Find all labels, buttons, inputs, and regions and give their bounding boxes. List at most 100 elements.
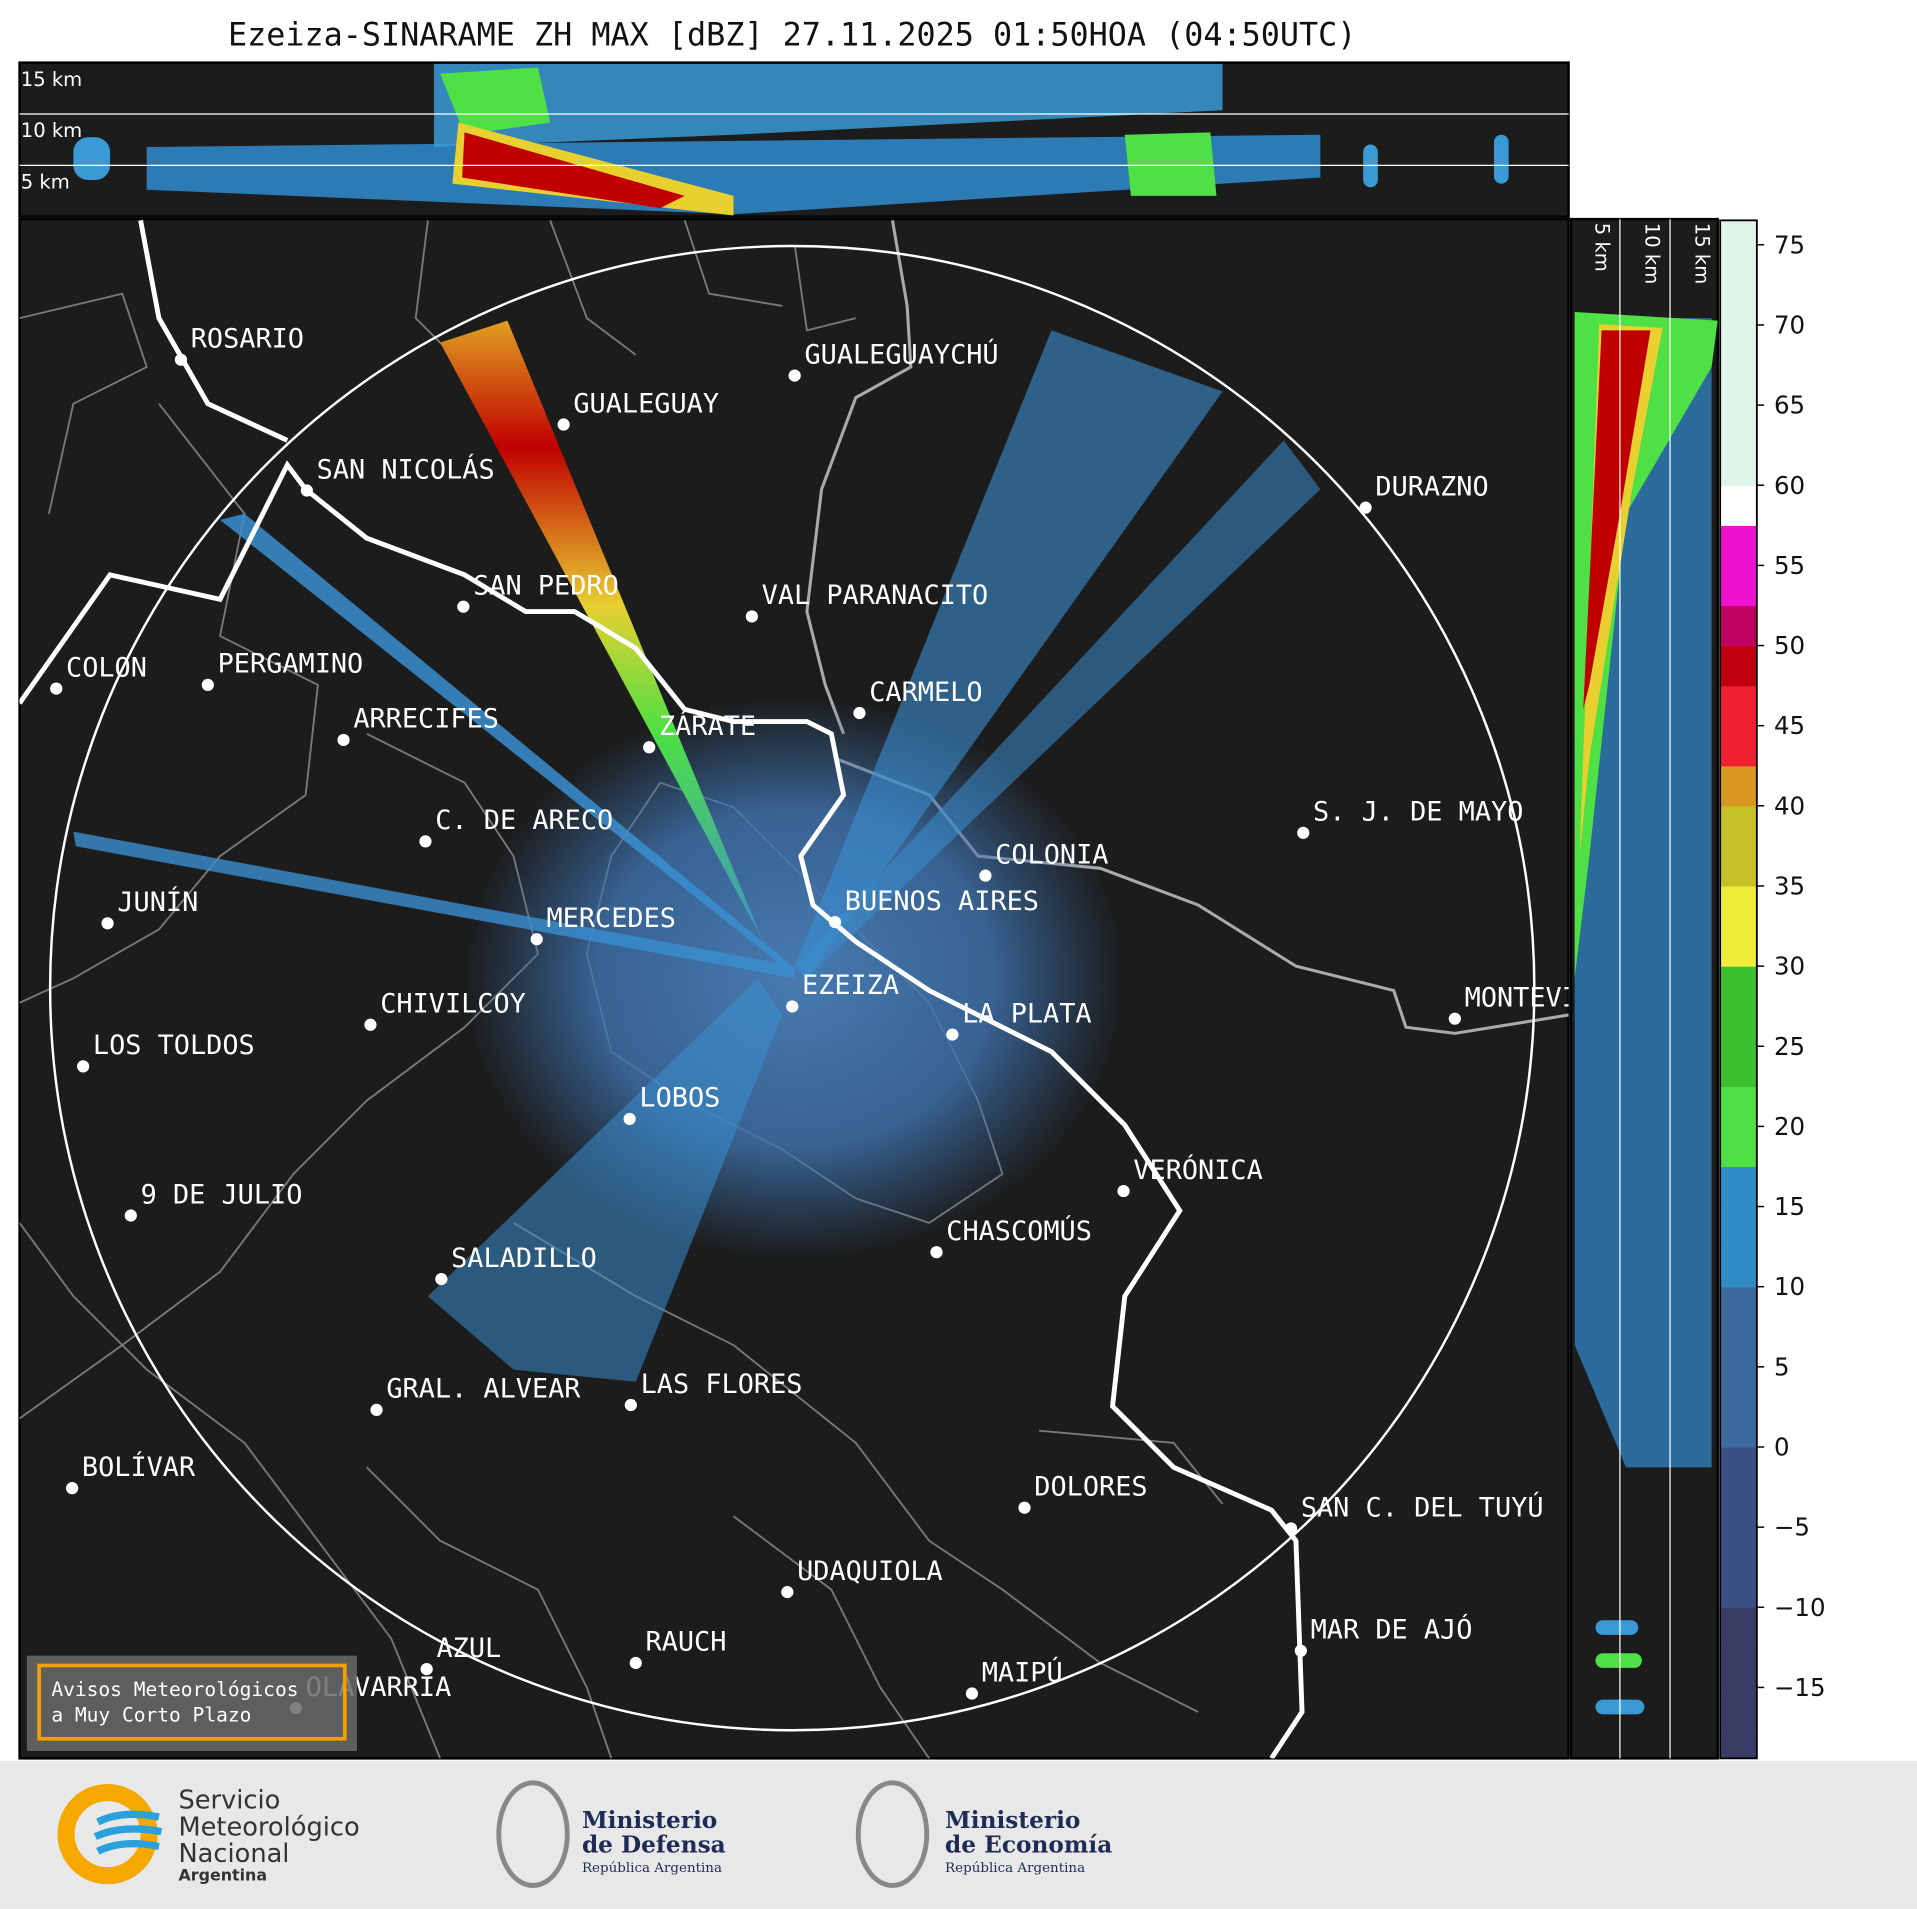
- logo-shield: [855, 1780, 930, 1888]
- colorbar-step: [1720, 1487, 1757, 1528]
- colorbar-step: [1720, 1126, 1757, 1168]
- border: [19, 733, 539, 1420]
- colorbar-step: [1720, 445, 1757, 486]
- city-dot: [557, 418, 570, 431]
- city-dot: [786, 1000, 799, 1013]
- logo-text: Ministerio: [582, 1807, 717, 1834]
- colorbar-tick-label: 15: [1774, 1192, 1805, 1221]
- echo: [434, 63, 1223, 147]
- city-label: 9 DE JULIO: [141, 1179, 303, 1210]
- colorbar-tick-label: 75: [1774, 230, 1805, 259]
- river: [805, 220, 913, 735]
- echo: [1595, 1653, 1642, 1668]
- colorbar-tick-label: 10: [1774, 1272, 1805, 1301]
- logo-text: de Economía: [945, 1831, 1112, 1858]
- colorbar-step: [1720, 1206, 1757, 1248]
- colorbar-step: [1720, 525, 1757, 566]
- city-dot: [66, 1482, 79, 1495]
- city-label: LA PLATA: [962, 998, 1091, 1029]
- city-dot: [435, 1272, 448, 1286]
- city-dot: [1284, 1522, 1298, 1535]
- border: [19, 292, 319, 1004]
- echo: [794, 440, 1321, 979]
- colorbar-tick-label: 35: [1774, 872, 1805, 901]
- city-dot: [1117, 1184, 1130, 1198]
- city-label: S. J. DE MAYO: [1313, 797, 1523, 828]
- logo-shield: [496, 1780, 570, 1888]
- city-label: MAIPÚ: [982, 1656, 1063, 1688]
- city-dot: [828, 915, 842, 929]
- colorbar-step: [1720, 1607, 1757, 1648]
- colorbar-step: [1720, 1567, 1757, 1608]
- colorbar-step: [1720, 1527, 1757, 1568]
- city-label: VERÓNICA: [1133, 1154, 1262, 1186]
- colorbar-step: [1720, 565, 1757, 607]
- city-label: PERGAMINO: [218, 649, 364, 680]
- colorbar-tick-label: −10: [1774, 1593, 1826, 1622]
- colorbar-step: [1720, 645, 1757, 687]
- city-dot: [930, 1246, 943, 1259]
- city-label: UDAQUIOLA: [797, 1556, 943, 1587]
- colorbar-step: [1720, 1446, 1757, 1488]
- colorbar-step: [1720, 244, 1757, 286]
- colorbar-frame: [1719, 219, 1758, 1760]
- city-dot: [174, 353, 188, 366]
- logo-text: Meteorológico: [178, 1812, 359, 1842]
- city-dot: [337, 733, 350, 747]
- echo: [1583, 330, 1651, 710]
- colorbar-tick-label: 60: [1774, 471, 1805, 500]
- border: [414, 220, 857, 368]
- colorbar-step: [1720, 966, 1757, 1007]
- city-dot: [1294, 1644, 1307, 1657]
- colorbar-step: [1720, 1086, 1757, 1128]
- logo-text: de Defensa: [582, 1831, 726, 1858]
- side-echoes: [1574, 312, 1718, 1715]
- city-dot: [124, 1209, 137, 1222]
- logo-text: Servicio: [178, 1785, 280, 1815]
- city-dot: [643, 741, 656, 754]
- city-label: CARMELO: [869, 677, 982, 708]
- warning-backdrop[interactable]: [26, 1655, 357, 1752]
- warning-box[interactable]: [37, 1663, 347, 1741]
- city-dot: [530, 933, 543, 946]
- city-dot: [781, 1585, 794, 1599]
- city-label: AZUL: [436, 1633, 501, 1664]
- colorbar-tick-label: 40: [1774, 791, 1805, 820]
- echo: [1124, 132, 1217, 196]
- logo-text: Ministerio: [945, 1807, 1080, 1834]
- city-label: VAL PARANACITO: [762, 580, 989, 611]
- echo: [73, 831, 795, 979]
- echo: [220, 513, 793, 967]
- coastline: [19, 460, 1305, 1759]
- logo-smn: Servicio Meteorológico Nacional Argentin…: [57, 1784, 360, 1885]
- city-label: SAN PEDRO: [473, 570, 619, 601]
- city-label: MAR DE AJÓ: [1311, 1614, 1473, 1646]
- echo: [1595, 1620, 1639, 1635]
- colorbar-tick-label: −15: [1774, 1673, 1826, 1702]
- logo-text: República Argentina: [945, 1861, 1085, 1876]
- colorbar-step: [1720, 284, 1757, 326]
- colorbar-step: [1720, 845, 1757, 887]
- echo: [73, 137, 111, 180]
- echo: [440, 67, 551, 135]
- city-label: LOS TOLDOS: [93, 1030, 255, 1061]
- height-label: 10 km: [21, 119, 82, 142]
- city-label: ROSARIO: [191, 323, 304, 354]
- colorbar-step: [1720, 1406, 1757, 1448]
- colorbar-tick-label: 0: [1774, 1433, 1790, 1462]
- height-label: 10 km: [1641, 223, 1664, 284]
- city-dot: [1018, 1501, 1031, 1514]
- colorbar-step: [1720, 605, 1757, 647]
- city-dot: [50, 682, 63, 695]
- warning-text: Avisos Meteorológicos: [51, 1678, 298, 1701]
- colorbar-step: [1720, 365, 1757, 406]
- city-dot: [300, 484, 313, 497]
- colorbar-step: [1720, 1727, 1757, 1759]
- top-echoes: [73, 63, 1509, 216]
- colorbar-tick-label: 30: [1774, 952, 1805, 981]
- map: ROSARIO GUALEGUAYCHÚ GUALEGUAY SAN NICOLÁS D…: [18, 217, 1570, 1760]
- city-dot: [101, 917, 114, 930]
- city-label: GRAL. ALVEAR: [386, 1374, 581, 1405]
- city-label: SAN NICOLÁS: [317, 453, 495, 485]
